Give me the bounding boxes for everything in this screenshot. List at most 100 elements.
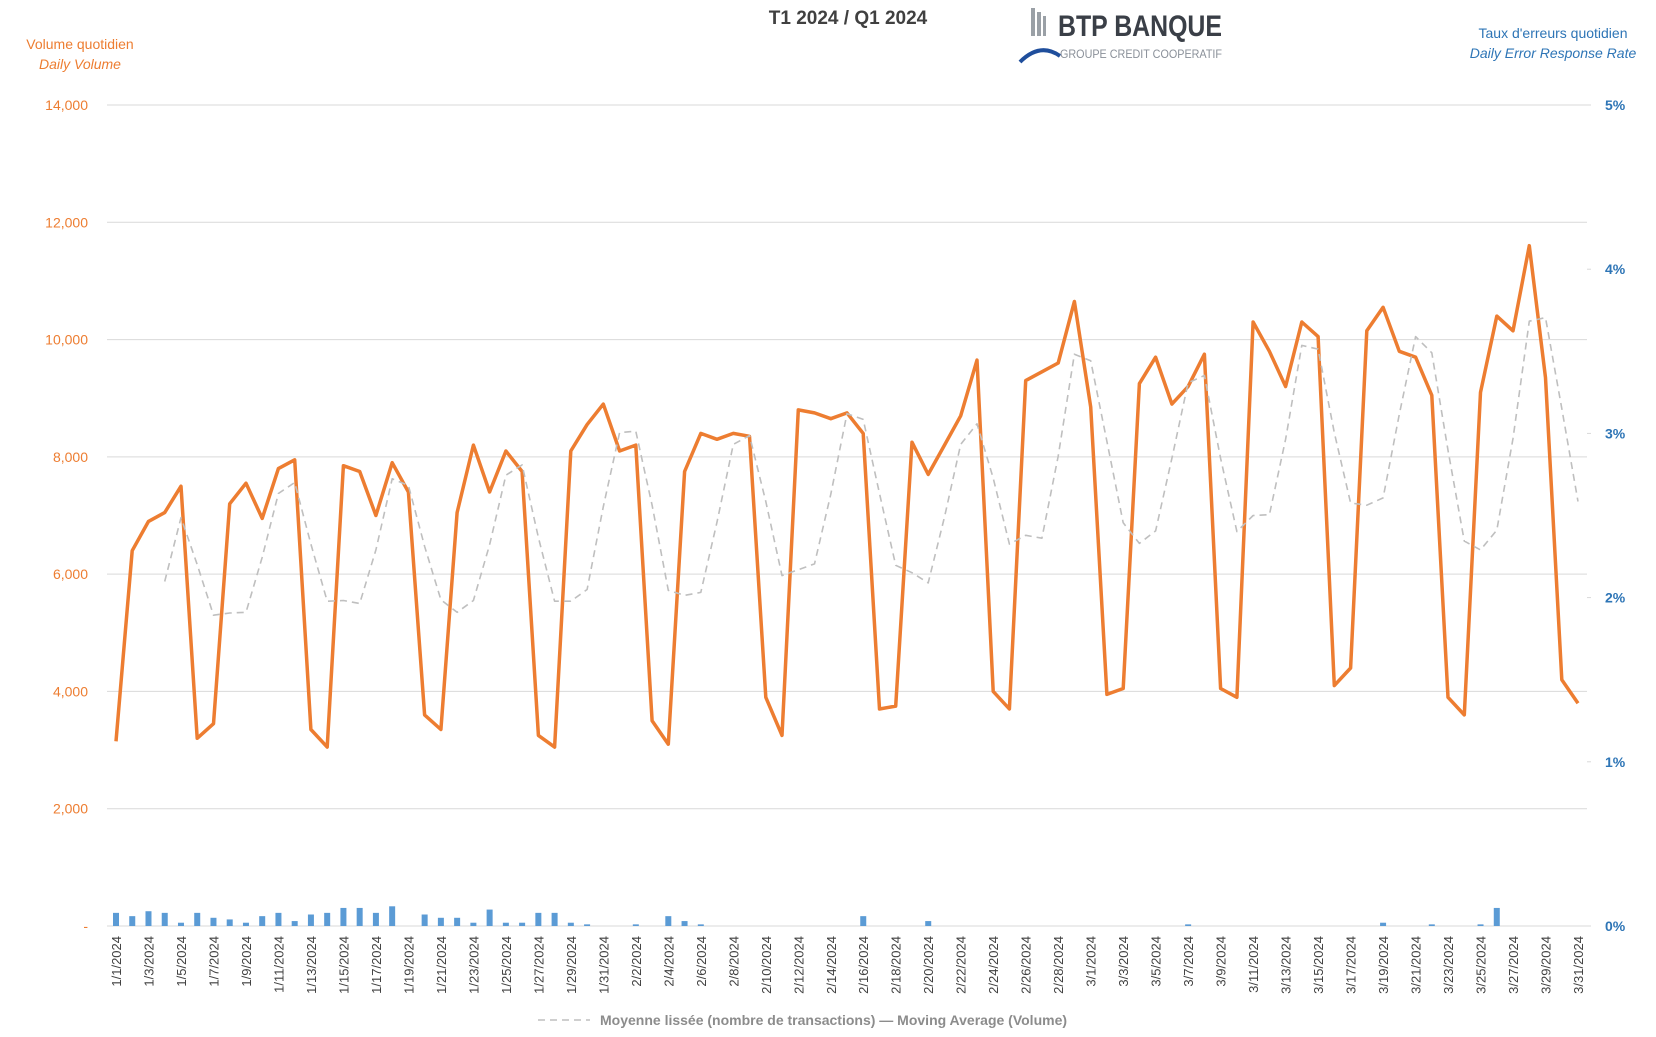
x-tick-label: 3/15/2024: [1311, 936, 1326, 994]
y-tick-label: 14,000: [45, 97, 88, 113]
x-tick-label: 2/12/2024: [791, 936, 806, 994]
error-bar: [681, 921, 688, 926]
x-tick-label: 1/7/2024: [206, 936, 221, 987]
error-bar: [860, 916, 867, 926]
error-bar: [226, 919, 233, 926]
x-tick-label: 1/27/2024: [531, 936, 546, 994]
y2-tick-label: 1%: [1605, 754, 1626, 770]
error-bar: [437, 917, 444, 926]
logo-tagline: GROUPE CREDIT COOPERATIF: [1060, 47, 1222, 61]
x-tick-label: 3/29/2024: [1539, 936, 1554, 994]
x-tick-label: 3/11/2024: [1246, 936, 1261, 993]
x-tick-label: 2/16/2024: [856, 936, 871, 994]
x-tick-label: 1/11/2024: [271, 936, 286, 993]
moving-average-line: [163, 316, 1579, 616]
legend-label: Moyenne lissée (nombre de transactions) …: [600, 1012, 1067, 1028]
error-bar: [421, 914, 428, 926]
x-tick-label: 3/27/2024: [1506, 936, 1521, 994]
y-tick-label: 4,000: [53, 683, 88, 699]
error-bar: [1493, 907, 1500, 926]
x-tick-label: 2/4/2024: [661, 936, 676, 987]
x-tick-label: 2/8/2024: [726, 936, 741, 987]
error-bar: [129, 916, 136, 926]
y2-axis-subtitle: Daily Error Response Rate: [1470, 45, 1637, 61]
logo: BTP BANQUE GROUPE CREDIT COOPERATIF: [1018, 8, 1222, 64]
x-tick-label: 3/3/2024: [1116, 936, 1131, 987]
error-bar: [584, 924, 591, 926]
y2-tick-label: 5%: [1605, 97, 1626, 113]
logo-pillar: [1037, 12, 1041, 36]
chart-title: T1 2024 / Q1 2024: [769, 8, 928, 29]
y-axis-subtitle: Daily Volume: [39, 56, 121, 72]
x-tick-label: 1/29/2024: [564, 936, 579, 994]
y-axis-title: Volume quotidien: [26, 36, 133, 52]
error-bar: [356, 907, 363, 926]
x-tick-label: 1/25/2024: [499, 936, 514, 994]
x-tick-label: 2/24/2024: [986, 936, 1001, 994]
y-tick-label: 12,000: [45, 214, 88, 230]
error-bar: [1185, 924, 1192, 926]
error-bar: [551, 912, 558, 926]
error-bar: [535, 912, 542, 926]
x-tick-label: 1/15/2024: [336, 936, 351, 994]
x-tick-label: 3/7/2024: [1181, 936, 1196, 987]
x-tick-label: 2/2/2024: [629, 936, 644, 987]
error-bar: [502, 922, 509, 926]
y2-tick-label: 2%: [1605, 590, 1626, 606]
error-bar: [1380, 922, 1387, 926]
x-tick-label: 2/14/2024: [824, 936, 839, 994]
x-tick-label: 1/21/2024: [434, 936, 449, 994]
x-tick-label: 3/31/2024: [1571, 936, 1586, 994]
x-tick-label: 3/21/2024: [1409, 936, 1424, 994]
x-tick-label: 3/19/2024: [1376, 936, 1391, 994]
error-bar: [210, 917, 217, 926]
x-tick-label: 3/9/2024: [1214, 936, 1229, 987]
x-tick-label: 3/17/2024: [1344, 936, 1359, 994]
error-bar: [632, 924, 639, 926]
logo-pillar: [1031, 8, 1035, 36]
error-bar: [389, 906, 396, 926]
y-tick-label: 8,000: [53, 449, 88, 465]
error-bar: [291, 921, 298, 926]
y2-tick-label: 0%: [1605, 918, 1626, 934]
y2-tick-label: 4%: [1605, 261, 1626, 277]
logo-pillar: [1043, 16, 1046, 36]
x-tick-label: 3/23/2024: [1441, 936, 1456, 994]
x-tick-label: 1/17/2024: [369, 936, 384, 994]
error-bar: [275, 912, 282, 926]
error-bar: [567, 922, 574, 926]
error-bar: [470, 922, 477, 926]
error-bar: [486, 909, 493, 926]
x-tick-label: 2/18/2024: [889, 936, 904, 994]
error-bar: [697, 924, 704, 926]
x-tick-label: 2/22/2024: [954, 936, 969, 994]
x-tick-label: 1/5/2024: [174, 936, 189, 987]
error-bar: [665, 916, 672, 926]
y-tick-label: 10,000: [45, 332, 88, 348]
x-tick-label: 2/26/2024: [1019, 936, 1034, 994]
x-tick-label: 3/13/2024: [1279, 936, 1294, 994]
x-tick-label: 3/25/2024: [1474, 936, 1489, 994]
x-tick-label: 1/31/2024: [596, 936, 611, 994]
error-bar: [372, 912, 379, 926]
error-bar: [925, 921, 932, 926]
error-bar: [259, 916, 266, 926]
y-tick-label: 2,000: [53, 801, 88, 817]
logo-name: BTP BANQUE: [1058, 10, 1222, 43]
y2-tick-label: 3%: [1605, 425, 1626, 441]
error-bar: [113, 912, 119, 926]
error-bar: [454, 917, 461, 926]
x-tick-label: 2/6/2024: [694, 936, 709, 987]
error-bar: [1477, 924, 1484, 926]
x-tick-label: 1/23/2024: [466, 936, 481, 994]
error-bar: [307, 914, 314, 926]
volume-line: [114, 243, 1580, 749]
x-tick-label: 3/1/2024: [1084, 936, 1099, 987]
error-bar: [340, 907, 347, 926]
error-bar: [177, 922, 184, 926]
y2-axis-title: Taux d'erreurs quotidien: [1479, 25, 1628, 41]
error-bar: [242, 922, 249, 926]
error-bar: [324, 912, 331, 926]
